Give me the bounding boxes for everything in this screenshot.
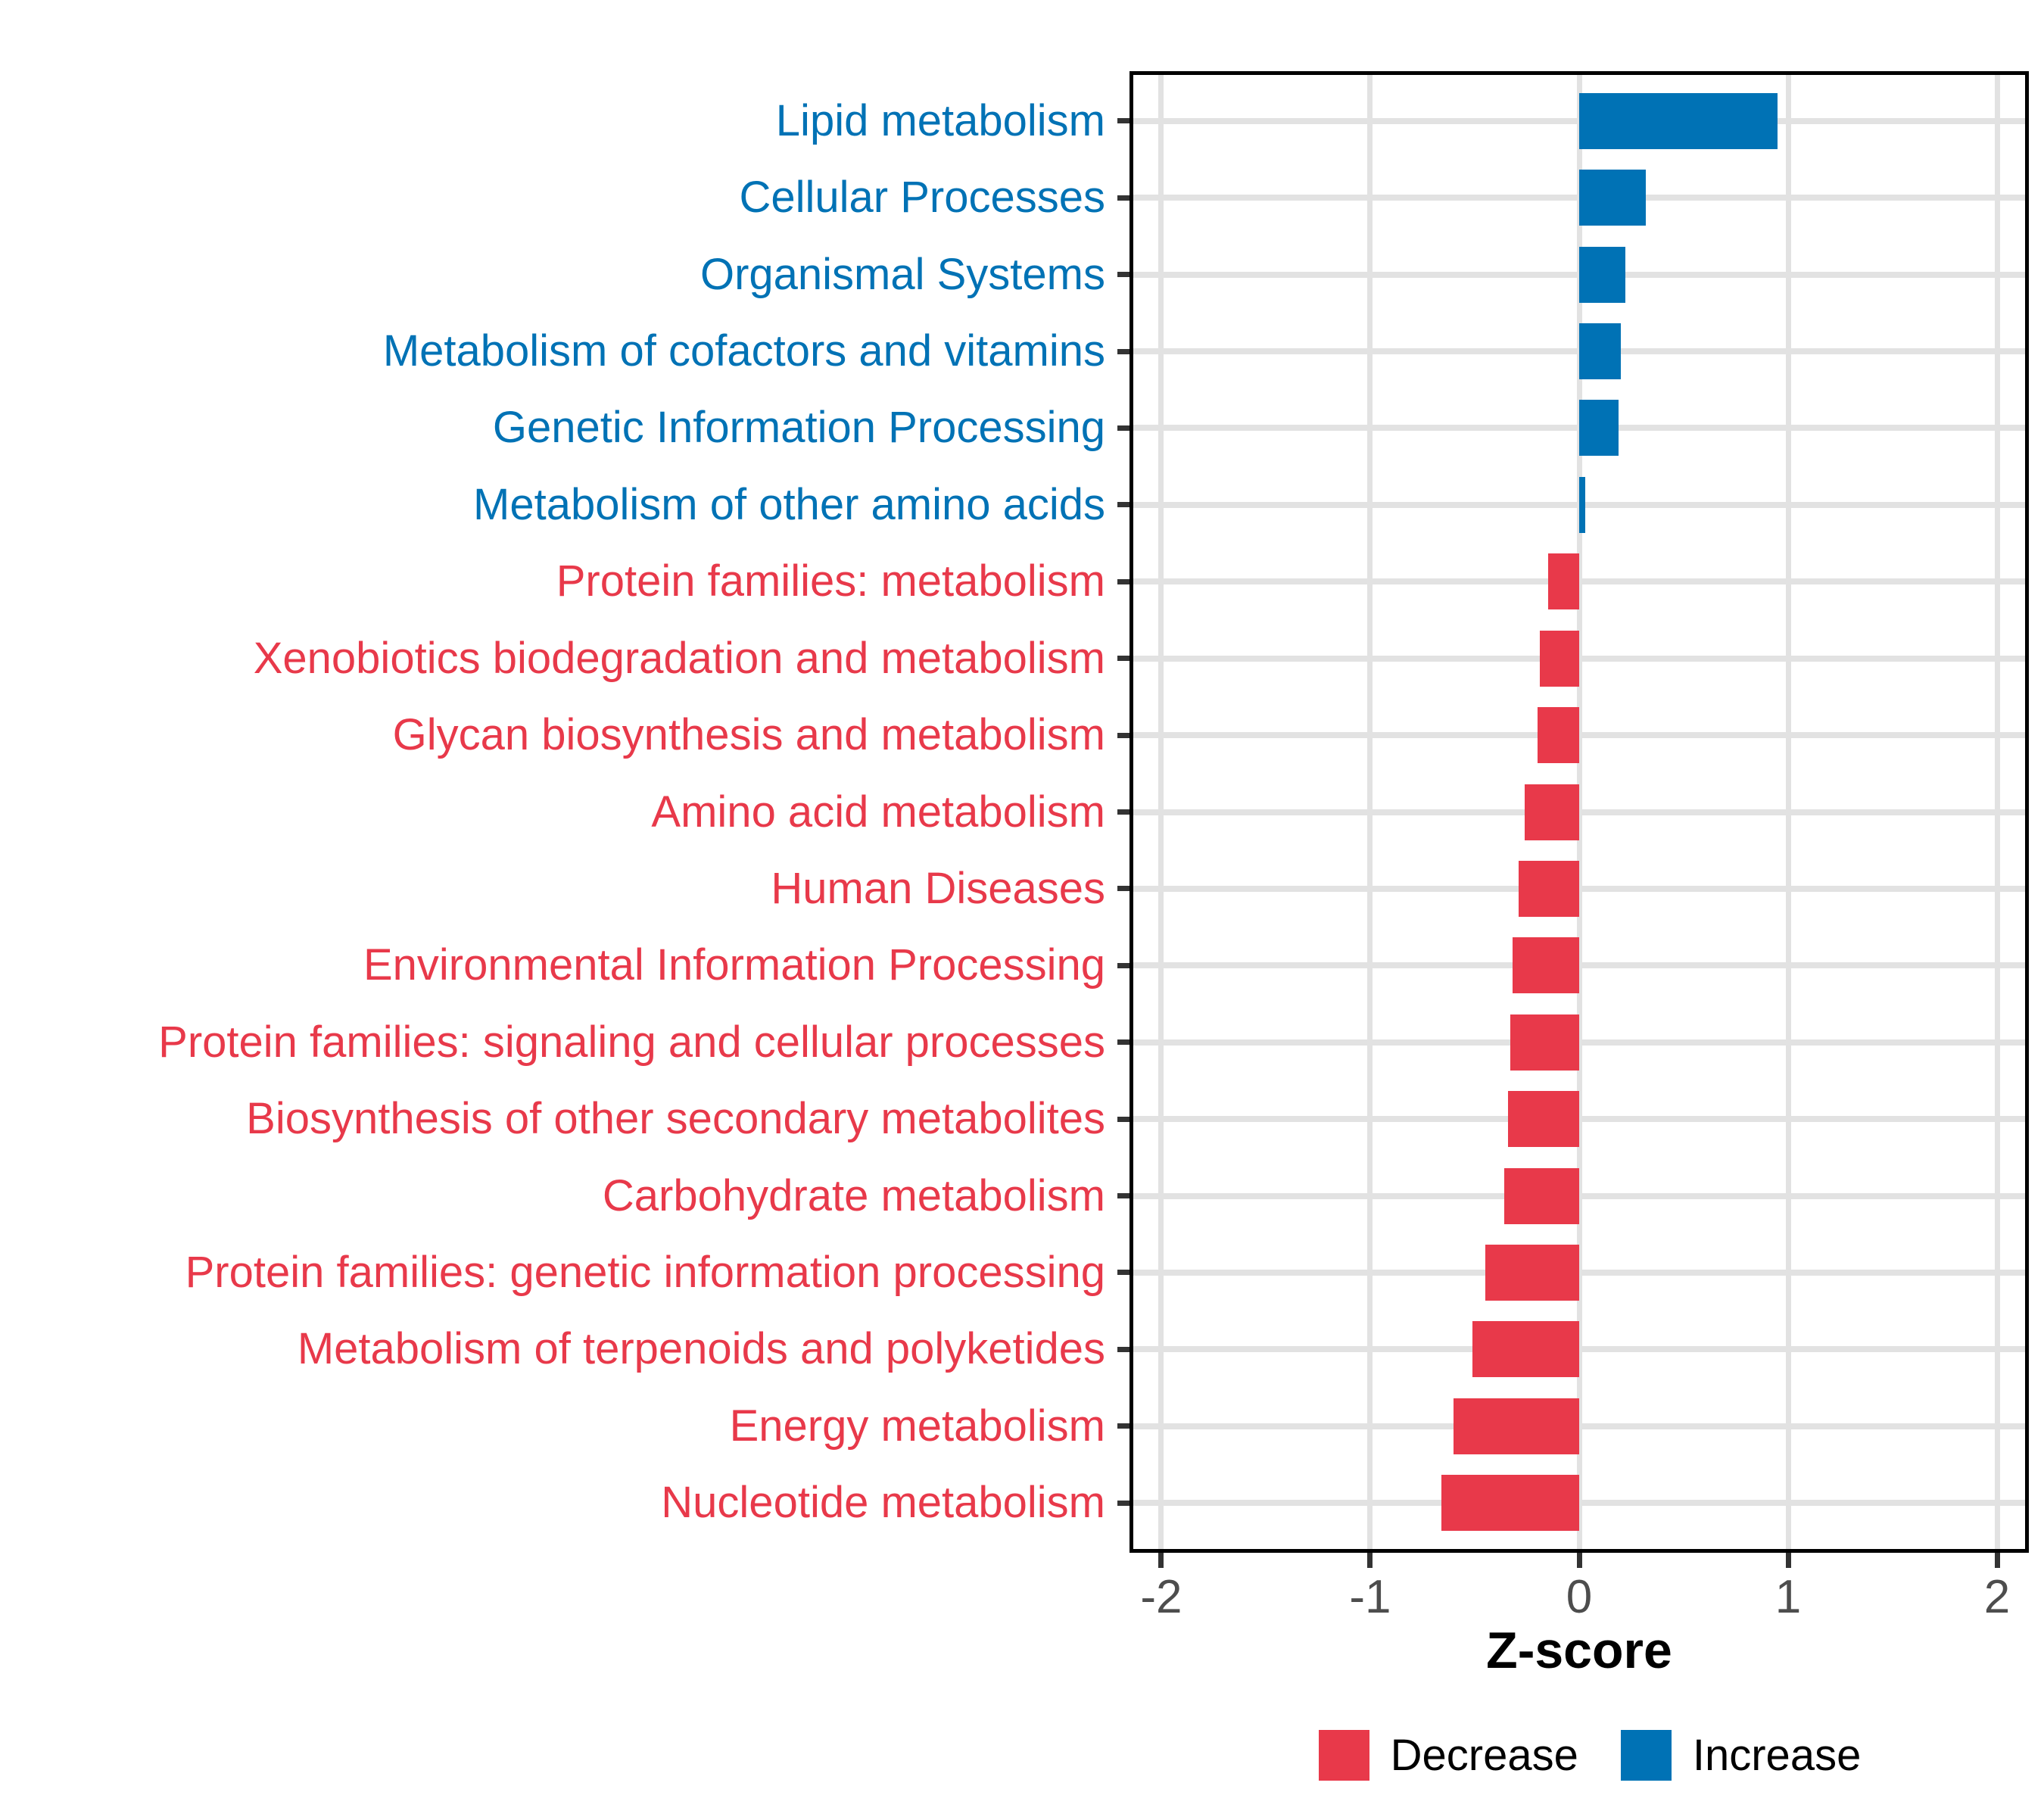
y-tick-mark (1117, 962, 1129, 968)
bar-decrease (1441, 1475, 1579, 1532)
y-tick-mark (1117, 1346, 1129, 1352)
bar-decrease (1454, 1398, 1579, 1454)
x-tick-mark (1576, 1553, 1582, 1568)
bar-decrease (1510, 1014, 1579, 1071)
bar-increase (1579, 246, 1625, 303)
x-tick-label: 2 (1983, 1571, 2011, 1623)
y-tick-mark (1117, 1039, 1129, 1046)
x-tick-mark (1367, 1553, 1373, 1568)
category-label: Organismal Systems (700, 249, 1105, 299)
h-gridline (1133, 1039, 2025, 1046)
bar-increase (1579, 170, 1647, 226)
y-tick-mark (1117, 1500, 1129, 1506)
y-tick-mark (1117, 118, 1129, 124)
x-tick-label: 0 (1566, 1571, 1593, 1623)
y-tick-mark (1117, 272, 1129, 278)
category-label: Amino acid metabolism (651, 787, 1105, 837)
bar-increase (1579, 92, 1778, 149)
bar-decrease (1508, 1091, 1579, 1148)
h-gridline (1133, 655, 2025, 662)
h-gridline (1133, 1192, 2025, 1199)
bar-decrease (1503, 1167, 1579, 1224)
category-label: Biosynthesis of other secondary metaboli… (246, 1094, 1105, 1144)
y-tick-mark (1117, 732, 1129, 738)
h-gridline (1133, 578, 2025, 585)
y-tick-mark (1117, 578, 1129, 584)
legend-label-increase: Increase (1692, 1730, 1862, 1780)
category-label: Xenobiotics biodegradation and metabolis… (253, 633, 1105, 683)
y-tick-mark (1117, 886, 1129, 892)
h-gridline (1133, 809, 2025, 815)
x-axis-title: Z-score (1486, 1622, 1672, 1679)
h-gridline (1133, 1346, 2025, 1353)
h-gridline (1133, 962, 2025, 969)
bar-decrease (1539, 630, 1579, 687)
bar-decrease (1518, 860, 1579, 917)
h-gridline (1133, 1500, 2025, 1507)
y-tick-mark (1117, 502, 1129, 508)
h-gridline (1133, 1269, 2025, 1276)
y-tick-mark (1117, 1423, 1129, 1429)
category-label: Carbohydrate metabolism (602, 1170, 1105, 1220)
h-gridline (1133, 885, 2025, 892)
bar-decrease (1537, 707, 1579, 764)
category-label: Protein families: signaling and cellular… (158, 1017, 1105, 1067)
y-tick-mark (1117, 809, 1129, 815)
y-tick-mark (1117, 1270, 1129, 1276)
y-tick-mark (1117, 425, 1129, 431)
bar-decrease (1512, 937, 1579, 994)
y-tick-mark (1117, 1193, 1129, 1199)
bar-decrease (1485, 1244, 1579, 1301)
category-label: Environmental Information Processing (363, 940, 1105, 990)
legend-label-decrease: Decrease (1390, 1730, 1578, 1780)
legend: Decrease Increase (1136, 1728, 2044, 1782)
category-label: Human Diseases (771, 863, 1105, 913)
y-tick-mark (1117, 1116, 1129, 1122)
bar-decrease (1547, 553, 1579, 610)
legend-key-decrease (1318, 1729, 1369, 1781)
y-tick-mark (1117, 656, 1129, 662)
h-gridline (1133, 1116, 2025, 1123)
h-gridline (1133, 732, 2025, 739)
category-label: Glycan biosynthesis and metabolism (392, 710, 1105, 760)
x-tick-label: -2 (1140, 1571, 1182, 1623)
category-label: Metabolism of cofactors and vitamins (382, 326, 1105, 376)
category-label: Metabolism of terpenoids and polyketides (297, 1324, 1105, 1374)
category-label: Metabolism of other amino acids (473, 479, 1105, 529)
plot-panel (1129, 71, 2029, 1553)
y-tick-mark (1117, 195, 1129, 201)
x-tick-mark (1994, 1553, 2000, 1568)
category-label: Nucleotide metabolism (661, 1478, 1105, 1528)
category-label: Genetic Information Processing (492, 403, 1105, 453)
h-gridline (1133, 1423, 2025, 1429)
x-tick-label: 1 (1774, 1571, 1802, 1623)
y-tick-mark (1117, 348, 1129, 354)
category-label: Energy metabolism (729, 1401, 1105, 1451)
category-label: Lipid metabolism (775, 95, 1105, 145)
category-label: Protein families: genetic information pr… (185, 1247, 1105, 1297)
x-tick-mark (1785, 1553, 1791, 1568)
bar-decrease (1472, 1321, 1579, 1378)
bar-decrease (1525, 784, 1579, 840)
bar-increase (1579, 323, 1622, 380)
bar-increase (1579, 476, 1586, 533)
x-tick-mark (1158, 1553, 1164, 1568)
category-label: Protein families: metabolism (556, 556, 1105, 606)
x-tick-label: -1 (1349, 1571, 1391, 1623)
bar-increase (1579, 400, 1619, 457)
legend-key-increase (1620, 1729, 1672, 1781)
category-label: Cellular Processes (739, 173, 1105, 223)
